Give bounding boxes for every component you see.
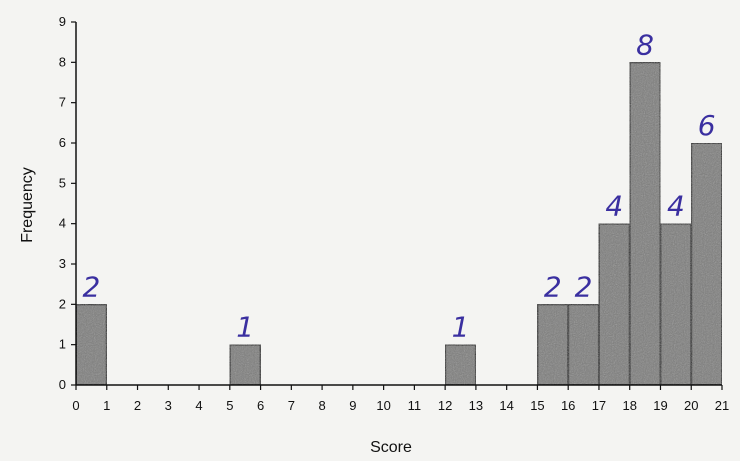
x-tick-label: 15 (530, 398, 544, 413)
y-tick-label: 5 (59, 175, 66, 190)
bar-count-annotation: 2 (82, 270, 100, 303)
x-tick-label: 10 (376, 398, 390, 413)
x-tick-label: 9 (349, 398, 356, 413)
x-tick-label: 20 (684, 398, 698, 413)
bar-count-annotation: 2 (544, 270, 562, 303)
x-tick-label: 21 (715, 398, 729, 413)
histogram-bar (690, 142, 724, 386)
x-tick-label: 1 (103, 398, 110, 413)
y-tick-label: 1 (59, 337, 66, 352)
histogram-bar (536, 303, 570, 387)
x-tick-label: 19 (653, 398, 667, 413)
bar-count-annotation: 1 (236, 311, 254, 344)
bar-count-annotation: 1 (452, 311, 470, 344)
y-tick-label: 9 (59, 14, 66, 29)
x-tick-label: 8 (318, 398, 325, 413)
x-tick-label: 17 (592, 398, 606, 413)
x-tick-label: 18 (622, 398, 636, 413)
bar-count-annotation: 2 (575, 270, 593, 303)
y-tick-label: 6 (59, 135, 66, 150)
x-tick-label: 12 (438, 398, 452, 413)
histogram-bar (75, 303, 108, 387)
bar-count-annotation: 4 (605, 190, 623, 223)
x-tick-label: 14 (499, 398, 513, 413)
histogram-bar (628, 61, 662, 386)
bar-count-annotation: 8 (636, 28, 654, 61)
bar-count-annotation: 6 (698, 109, 716, 142)
x-tick-label: 13 (469, 398, 483, 413)
y-tick-label: 3 (59, 256, 66, 271)
bars-layer (75, 61, 724, 387)
x-tick-label: 6 (257, 398, 264, 413)
y-tick-label: 7 (59, 95, 66, 110)
x-axis-title: Score (370, 439, 412, 456)
x-tick-label: 2 (134, 398, 141, 413)
x-tick-label: 3 (165, 398, 172, 413)
y-tick-label: 4 (59, 216, 66, 231)
x-tick-label: 4 (195, 398, 202, 413)
y-axis-title: Frequency (19, 167, 36, 243)
histogram-bar (597, 222, 631, 386)
histogram-bar (228, 343, 262, 386)
y-tick-label: 8 (59, 54, 66, 69)
x-tick-label: 0 (72, 398, 79, 413)
x-tick-label: 16 (561, 398, 575, 413)
y-tick-label: 2 (59, 296, 66, 311)
histogram-bar (659, 222, 693, 386)
y-tick-label: 0 (59, 377, 66, 392)
histogram-bar (567, 303, 600, 387)
histogram-bar (444, 343, 477, 386)
x-tick-label: 5 (226, 398, 233, 413)
bar-count-annotation: 4 (667, 190, 685, 223)
x-tick-label: 11 (408, 398, 422, 413)
x-tick-label: 7 (288, 398, 295, 413)
